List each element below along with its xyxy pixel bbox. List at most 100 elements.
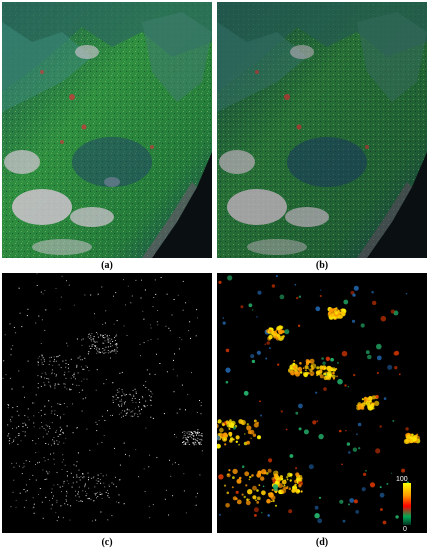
change-speck xyxy=(24,431,26,433)
change-speck xyxy=(109,340,111,342)
change-speck xyxy=(74,378,76,380)
change-blob xyxy=(270,492,272,494)
change-speck xyxy=(18,414,20,416)
change-speck xyxy=(192,438,194,440)
change-speck xyxy=(40,343,42,344)
change-speck xyxy=(93,500,95,502)
change-speck xyxy=(64,503,66,505)
change-speck xyxy=(32,507,34,509)
change-speck xyxy=(79,479,81,481)
change-speck xyxy=(190,431,192,433)
change-speck xyxy=(125,394,127,395)
change-speck xyxy=(9,377,11,379)
change-speck xyxy=(93,336,95,338)
change-blob xyxy=(290,476,292,478)
change-speck xyxy=(63,413,65,415)
change-speck xyxy=(135,402,137,404)
change-blob xyxy=(246,425,252,431)
change-blob xyxy=(341,308,344,312)
change-speck xyxy=(201,433,203,434)
change-speck xyxy=(76,499,78,501)
change-speck xyxy=(187,439,188,441)
change-map-c xyxy=(2,273,212,533)
change-speck xyxy=(77,452,79,454)
change-speck xyxy=(150,396,152,398)
change-speck xyxy=(199,439,201,440)
change-blob xyxy=(256,501,260,504)
change-speck xyxy=(101,415,103,417)
change-speck xyxy=(97,478,99,479)
change-speck xyxy=(183,432,185,434)
change-blob xyxy=(298,403,303,409)
change-speck xyxy=(11,463,13,465)
change-speck xyxy=(169,330,171,332)
change-speck xyxy=(110,343,112,345)
change-blob xyxy=(290,370,296,376)
change-speck xyxy=(55,431,57,433)
change-blob xyxy=(321,357,324,360)
change-speck xyxy=(25,491,27,493)
change-speck xyxy=(95,479,97,481)
change-speck xyxy=(110,351,112,353)
change-blob xyxy=(401,468,406,473)
change-speck xyxy=(62,454,64,456)
change-speck xyxy=(107,489,108,491)
sar-image-b xyxy=(217,2,427,258)
change-speck xyxy=(58,384,60,385)
change-speck xyxy=(87,472,89,474)
change-speck xyxy=(27,360,29,362)
change-speck xyxy=(140,297,142,299)
change-speck xyxy=(44,405,46,407)
change-blob xyxy=(374,400,380,406)
change-speck xyxy=(57,383,59,385)
change-speck xyxy=(62,432,64,434)
change-speck xyxy=(65,363,67,364)
change-speck xyxy=(90,499,92,501)
change-speck xyxy=(147,340,149,342)
change-blob xyxy=(315,306,321,312)
change-speck xyxy=(58,516,60,518)
change-blob xyxy=(275,275,278,278)
change-speck xyxy=(198,441,200,443)
change-speck xyxy=(55,375,57,377)
change-speck xyxy=(103,349,105,351)
change-speck xyxy=(83,476,85,478)
change-speck xyxy=(119,372,121,374)
change-speck xyxy=(98,351,100,353)
change-speck xyxy=(111,350,113,352)
change-speck xyxy=(93,338,95,340)
change-speck xyxy=(108,484,110,486)
change-blob xyxy=(340,315,343,319)
change-speck xyxy=(70,358,72,360)
change-blob xyxy=(247,489,253,495)
change-speck xyxy=(64,464,66,466)
change-blob xyxy=(386,482,389,485)
change-speck xyxy=(84,357,86,359)
change-blob xyxy=(246,440,250,445)
change-speck xyxy=(101,351,103,353)
change-speck xyxy=(182,309,184,311)
change-speck xyxy=(76,461,78,463)
change-speck xyxy=(185,409,186,411)
change-speck xyxy=(45,470,47,472)
change-speck xyxy=(13,466,15,468)
change-speck xyxy=(179,337,181,339)
change-speck xyxy=(182,444,184,446)
change-blob xyxy=(383,397,387,400)
change-speck xyxy=(38,494,40,495)
change-speck xyxy=(81,389,83,391)
change-blob xyxy=(228,431,233,436)
change-speck xyxy=(70,377,72,379)
change-speck xyxy=(191,432,193,434)
change-blob xyxy=(245,500,251,506)
change-speck xyxy=(148,505,150,507)
change-blob xyxy=(260,414,262,417)
change-speck xyxy=(99,352,101,354)
change-speck xyxy=(11,416,13,418)
change-speck xyxy=(101,334,103,336)
change-speck xyxy=(100,494,102,495)
change-speck xyxy=(73,304,75,306)
change-speck xyxy=(18,434,20,436)
change-speck xyxy=(152,504,154,506)
change-speck xyxy=(13,479,15,481)
